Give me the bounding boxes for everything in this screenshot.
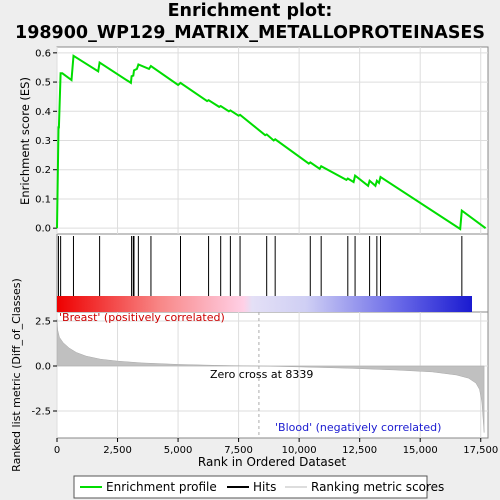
x-tick-label: 10,000 <box>282 445 317 456</box>
x-tick-label: 0 <box>54 445 60 456</box>
enrichment-profile-line <box>56 54 487 231</box>
es-y-tick-label: 0.5 <box>35 78 51 89</box>
es-y-tick-label: 0.3 <box>35 136 51 147</box>
metric-y-tick-label: 2.5 <box>35 317 51 328</box>
legend-label-ranking: Ranking metric scores <box>311 480 444 494</box>
x-tick-label: 5,000 <box>164 445 193 456</box>
metric-y-ticks: -2.5 0.0 2.5 <box>31 317 57 418</box>
chart-title-line2: 198900_WP129_MATRIX_METALLOPROTEINASES <box>15 23 485 43</box>
legend-label-hits: Hits <box>253 480 276 494</box>
legend: Enrichment profile Hits Ranking metric s… <box>73 475 444 499</box>
x-tick-label: 12,500 <box>342 445 377 456</box>
es-y-ticks: 0.0 0.1 0.2 0.3 0.4 0.5 0.6 <box>35 48 57 235</box>
chart-title: Enrichment plot: 198900_WP129_MATRIX_MET… <box>0 0 500 44</box>
es-y-tick-label: 0.4 <box>35 107 51 118</box>
metric-y-tick-label: 0.0 <box>35 362 51 373</box>
ranking-metric-area <box>56 319 485 433</box>
positive-correlation-label: 'Breast' (positively correlated) <box>59 311 225 324</box>
x-ticks: 0 2,500 5,000 7,500 10,000 12,500 15,000 17,500 <box>54 438 498 456</box>
zero-cross-label: Zero cross at 8339 <box>210 368 313 381</box>
x-tick-label: 7,500 <box>224 445 253 456</box>
es-y-axis-label: Enrichment score (ES) <box>18 77 32 205</box>
es-grid <box>56 47 488 234</box>
hit-lines <box>57 236 463 296</box>
chart-title-line1: Enrichment plot: <box>167 1 333 21</box>
x-axis-label: Rank in Ordered Dataset <box>198 455 346 469</box>
x-tick-label: 17,500 <box>463 445 498 456</box>
ranked-list-color-band <box>57 296 472 312</box>
legend-label-enrichment: Enrichment profile <box>106 480 217 494</box>
metric-y-tick-label: -2.5 <box>31 407 51 418</box>
metric-y-axis-label: Ranked list metric (Diff_of_Classes) <box>10 278 23 472</box>
legend-box <box>73 475 428 499</box>
x-tick-label: 15,000 <box>403 445 438 456</box>
es-y-tick-label: 0.2 <box>35 165 51 176</box>
es-y-tick-label: 0.0 <box>35 224 51 235</box>
metric-panel <box>56 311 489 439</box>
x-tick-label: 2,500 <box>103 445 132 456</box>
es-y-tick-label: 0.6 <box>35 48 51 59</box>
negative-correlation-label: 'Blood' (negatively correlated) <box>275 421 441 434</box>
es-y-tick-label: 0.1 <box>35 194 51 205</box>
